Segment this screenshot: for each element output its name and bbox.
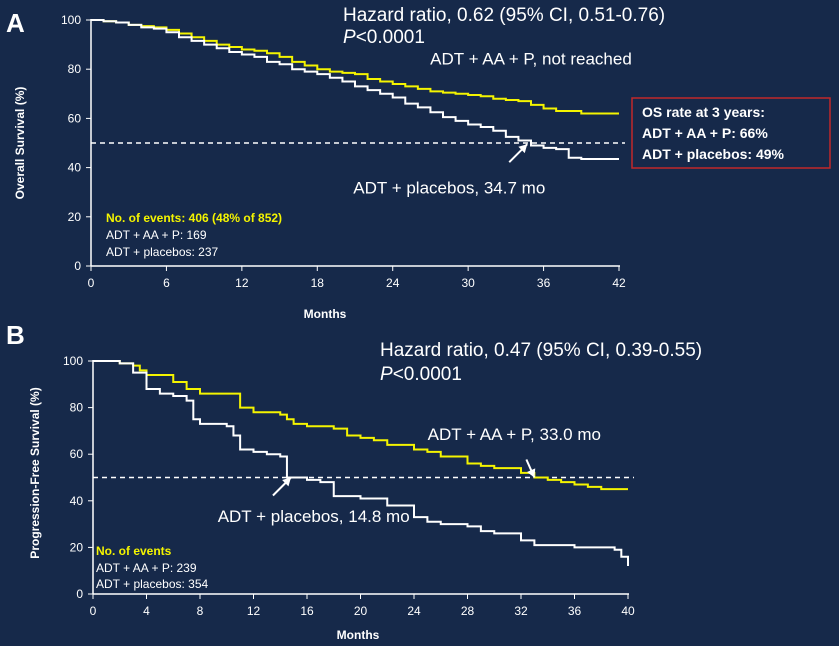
panel-b-y-tick-label: 0 [76,587,83,601]
panel-b-annotations: ADT + AA + P, 33.0 mo ADT + placebos, 14.… [218,425,601,526]
panel-a-y-tick-label: 60 [68,111,82,125]
panel-a-p-italic: P [343,27,356,48]
panel-a-p-value: P<0.0001 [343,27,425,48]
panel-b-series [93,360,629,567]
panel-a-events-placebo: ADT + placebos: 237 [106,245,219,259]
panel-b-label: B [6,320,25,350]
panel-b-events-placebo: ADT + placebos: 354 [96,577,209,591]
panel-a-series-placebo-curve [91,19,619,160]
panel-b-arrow-head [282,477,291,487]
panel-b-x-tick-label: 24 [407,604,421,618]
panel-a-events-treatment: ADT + AA + P: 169 [106,228,207,242]
panel-b-events-title: No. of events [96,544,172,558]
panel-a-x-tick-label: 24 [386,276,400,290]
os-rate-title: OS rate at 3 years: [642,104,765,120]
panel-a-label: A [6,8,25,38]
panel-b-arrow-head [527,468,536,478]
panel-a: A Hazard ratio, 0.62 (95% CI, 0.51-0.76)… [6,5,831,321]
panel-a-annotation-arrow [508,143,528,163]
panel-b-x-tick-label: 4 [143,604,150,618]
panel-a-y-tick-label: 100 [61,13,81,27]
panel-b-y-axis-title: Progression-Free Survival (%) [28,387,42,558]
panel-a-y-tick-label: 20 [68,210,82,224]
panel-b-events-treatment: ADT + AA + P: 239 [96,561,197,575]
panel-b-x-tick-label: 16 [300,604,314,618]
panel-a-x-tick-label: 6 [163,276,170,290]
panel-b-p-rest: <0.0001 [393,364,462,385]
panel-a-p-rest: <0.0001 [356,27,425,48]
panel-b-annotation-label: ADT + AA + P, 33.0 mo [428,425,601,444]
panel-a-series [91,19,619,160]
panel-b: B Hazard ratio, 0.47 (95% CI, 0.39-0.55)… [6,320,702,642]
panel-a-annotation-label: ADT + AA + P, not reached [430,49,632,68]
panel-b-y-tick-label: 20 [70,540,84,554]
panel-b-events-box: No. of events ADT + AA + P: 239 ADT + pl… [96,544,209,591]
panel-a-x-tick-label: 42 [612,276,626,290]
panel-b-x-axis-title: Months [337,628,380,642]
panel-a-x-tick-label: 18 [311,276,325,290]
panel-a-x-tick-label: 12 [235,276,249,290]
panel-a-series-treatment-curve [91,19,619,115]
panel-b-series-treatment-curve [93,360,628,491]
panel-b-series-placebo-curve [93,360,629,567]
panel-a-arrow-head [518,144,528,154]
panel-b-annotation-arrow [272,476,292,497]
panel-b-x-tick-label: 0 [90,604,97,618]
panel-a-x-tick-label: 0 [88,276,95,290]
panel-b-x-tick-label: 28 [461,604,475,618]
panel-b-x-tick-label: 36 [568,604,582,618]
os-rate-box-border [631,97,831,169]
panel-b-y-tick-label: 80 [70,401,84,415]
os-rate-placebo: ADT + placebos: 49% [642,146,785,162]
os-rate-treatment: ADT + AA + P: 66% [642,125,768,141]
panel-a-y-tick-label: 0 [74,259,81,273]
panel-b-annotation-label: ADT + placebos, 14.8 mo [218,507,410,526]
panel-a-y-tick-label: 80 [68,62,82,76]
panel-b-y-tick-label: 60 [70,447,84,461]
panel-b-hazard-ratio: Hazard ratio, 0.47 (95% CI, 0.39-0.55) [380,340,702,361]
panel-a-events-title: No. of events: 406 (48% of 852) [106,211,282,225]
panel-a-annotations: ADT + AA + P, not reached ADT + placebos,… [353,49,632,197]
panel-a-events-box: No. of events: 406 (48% of 852) ADT + AA… [106,211,282,259]
panel-a-axes: 0 6 12 18 24 30 36 42 0 20 40 60 80 100 [61,13,626,290]
panel-b-y-tick-label: 40 [70,494,84,508]
panel-b-x-tick-label: 40 [621,604,635,618]
os-rate-box: OS rate at 3 years: ADT + AA + P: 66% AD… [631,97,831,169]
panel-b-y-tick-label: 100 [63,354,83,368]
panel-a-x-tick-label: 36 [537,276,551,290]
panel-b-x-tick-label: 12 [247,604,261,618]
panel-b-x-tick-label: 32 [514,604,528,618]
panel-a-x-tick-label: 30 [461,276,475,290]
panel-a-hazard-ratio: Hazard ratio, 0.62 (95% CI, 0.51-0.76) [343,5,665,26]
panel-a-y-axis-title: Overall Survival (%) [13,87,27,200]
panel-b-x-tick-label: 8 [197,604,204,618]
panel-b-x-tick-label: 20 [354,604,368,618]
panel-b-annotation-arrow [525,459,536,478]
panel-b-p-italic: P [380,364,393,385]
panel-a-y-tick-label: 40 [68,161,82,175]
panel-a-x-axis-title: Months [304,307,347,321]
panel-a-annotation-label: ADT + placebos, 34.7 mo [353,178,545,197]
panel-b-p-value: P<0.0001 [380,364,462,385]
